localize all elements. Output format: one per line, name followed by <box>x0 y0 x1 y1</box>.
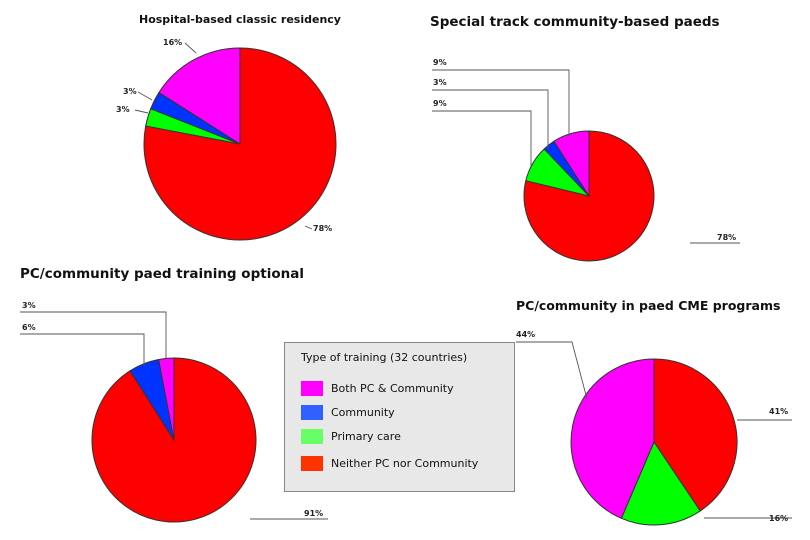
legend-label: Primary care <box>331 430 401 443</box>
slice-label: 44% <box>516 330 535 339</box>
legend: Type of training (32 countries) Both PC … <box>284 342 515 492</box>
slice-label: 9% <box>433 58 447 67</box>
slice-label: 9% <box>433 99 447 108</box>
chart-title: Special track community-based paeds <box>430 14 720 30</box>
legend-label: Neither PC nor Community <box>331 457 479 470</box>
slice-label: 6% <box>22 323 36 332</box>
legend-swatch <box>301 381 323 396</box>
pie-chart-hospital-based: Hospital-based classic residency 78% 3% … <box>116 13 341 241</box>
pie-chart-cme-programs: PC/community in paed CME programs 41% 16… <box>516 298 792 526</box>
pie-slice-both-pc-community <box>553 130 590 198</box>
legend-swatch <box>301 456 323 471</box>
pie-chart-special-track: Special track community-based paeds 78% … <box>430 14 740 262</box>
pie-slice-both-pc-community <box>158 47 241 145</box>
slice-label: 16% <box>163 38 182 47</box>
legend-swatch <box>301 405 323 420</box>
slice-label: 78% <box>313 224 332 233</box>
slice-label: 3% <box>116 105 130 114</box>
slice-label: 3% <box>22 301 36 310</box>
legend-label: Community <box>331 406 395 419</box>
legend-swatch <box>301 429 323 444</box>
chart-title: Hospital-based classic residency <box>139 13 341 26</box>
pie-slice-neither-pc-nor-community <box>91 357 257 523</box>
chart-title: PC/community in paed CME programs <box>516 298 780 313</box>
slice-label: 78% <box>717 233 736 242</box>
slice-label: 91% <box>304 509 323 518</box>
legend-title: Type of training (32 countries) <box>301 351 468 364</box>
slice-label: 3% <box>123 87 137 96</box>
pie-slice-neither-pc-nor-community <box>653 358 738 512</box>
slice-label: 16% <box>769 514 788 523</box>
slice-label: 3% <box>433 78 447 87</box>
slice-label: 41% <box>769 407 788 416</box>
pie-chart-training-optional: PC/community paed training optional 91% … <box>20 266 328 523</box>
pie-slice-primary-care <box>620 440 701 526</box>
legend-label: Both PC & Community <box>331 382 454 395</box>
chart-title: PC/community paed training optional <box>20 266 304 282</box>
pie-slice-neither-pc-nor-community <box>143 47 337 241</box>
pie-slice-both-pc-community <box>570 358 655 519</box>
pie-slice-both-pc-community <box>158 357 175 441</box>
